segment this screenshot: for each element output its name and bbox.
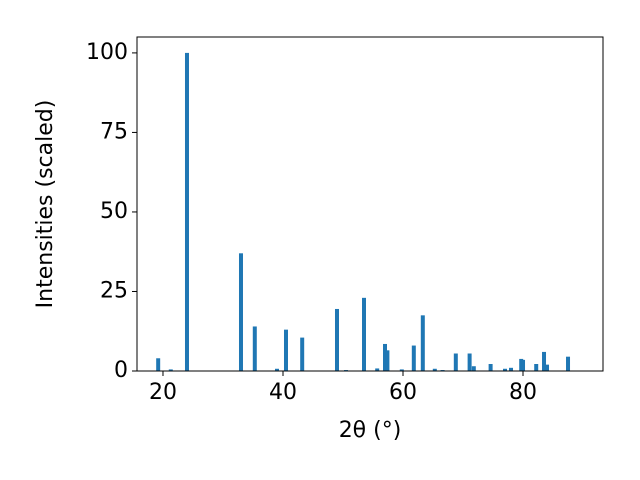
bar xyxy=(545,364,550,371)
bar xyxy=(509,367,514,371)
bar xyxy=(503,368,508,371)
bar xyxy=(566,356,571,371)
bar xyxy=(252,326,257,371)
bar xyxy=(375,368,380,371)
x-tick-label: 40 xyxy=(269,380,297,405)
bar xyxy=(534,364,539,371)
bar xyxy=(385,350,390,371)
x-axis-label: 2θ (°) xyxy=(339,418,402,443)
bar xyxy=(238,253,243,371)
bar xyxy=(453,353,458,371)
bar xyxy=(542,351,547,371)
bar xyxy=(274,368,279,371)
bar xyxy=(399,369,404,371)
y-tick-label: 50 xyxy=(100,199,128,224)
y-tick-label: 25 xyxy=(100,278,128,303)
bar xyxy=(432,368,437,371)
bar xyxy=(488,364,493,371)
bar xyxy=(156,358,161,371)
bar xyxy=(467,353,472,371)
bar xyxy=(521,359,526,371)
bar xyxy=(471,366,476,371)
bar xyxy=(334,308,339,371)
y-tick-label: 75 xyxy=(100,119,128,144)
bar xyxy=(420,315,425,371)
bar xyxy=(300,337,305,371)
bar xyxy=(184,52,189,372)
bar xyxy=(411,345,416,371)
bar xyxy=(283,329,288,371)
x-tick-label: 80 xyxy=(509,380,537,405)
x-tick-label: 60 xyxy=(389,380,417,405)
y-tick-label: 100 xyxy=(86,40,128,65)
bar xyxy=(383,343,388,371)
bar xyxy=(361,297,366,371)
y-axis-label: Intensities (scaled) xyxy=(33,100,58,309)
bar xyxy=(168,369,173,371)
x-tick-label: 20 xyxy=(149,380,177,405)
y-tick-label: 0 xyxy=(114,358,128,383)
plot-frame xyxy=(136,36,604,372)
